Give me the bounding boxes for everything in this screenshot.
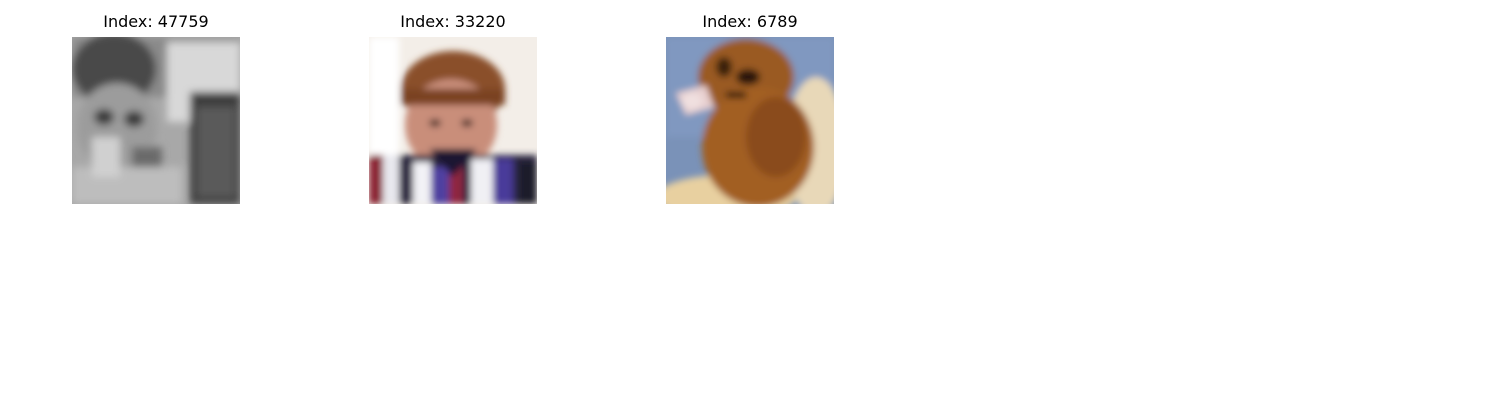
panel-title: Index: 33220: [400, 12, 506, 31]
image-panel-3: Index: 6789: [666, 10, 834, 204]
panel-title: Index: 47759: [103, 12, 209, 31]
thumbnail-image: [72, 37, 240, 204]
thumbnail-image: [369, 37, 537, 204]
thumbnail-image: [666, 37, 834, 204]
panel-title: Index: 6789: [702, 12, 798, 31]
image-panel-2: Index: 33220: [369, 10, 537, 204]
image-panel-1: Index: 47759: [72, 10, 240, 204]
